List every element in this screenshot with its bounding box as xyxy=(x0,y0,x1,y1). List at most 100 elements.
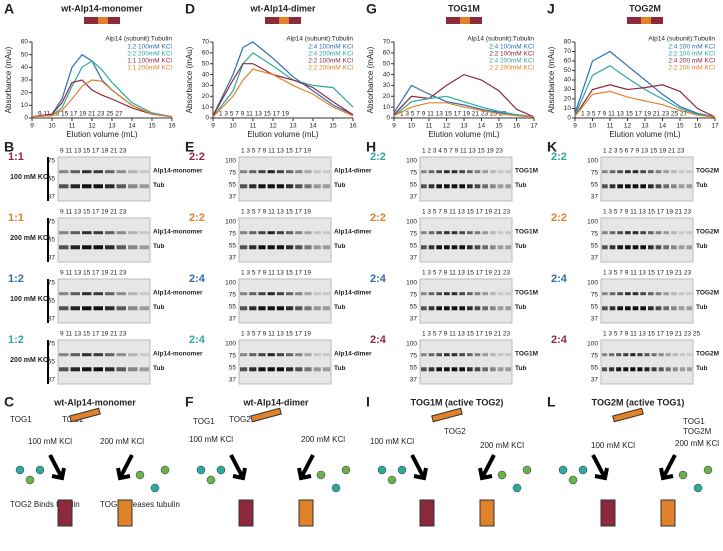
band xyxy=(258,170,266,174)
band xyxy=(617,184,623,189)
band xyxy=(640,184,646,189)
band xyxy=(474,367,481,372)
y-tick-label: 50 xyxy=(383,60,391,67)
band xyxy=(313,184,321,189)
band xyxy=(625,245,631,250)
band-label: Alp14-dimer xyxy=(334,350,372,357)
series-line xyxy=(574,84,716,118)
band xyxy=(286,306,294,311)
x-tick-label: 16 xyxy=(168,123,176,130)
band xyxy=(609,292,616,296)
band xyxy=(482,292,488,296)
band xyxy=(482,353,488,357)
band xyxy=(105,231,115,235)
y-tick-label: 0 xyxy=(24,115,28,122)
x-tick-label: 10 xyxy=(229,123,237,130)
band xyxy=(421,245,427,250)
band xyxy=(267,306,275,311)
band xyxy=(139,306,149,311)
x-tick-label: 11 xyxy=(607,123,614,130)
mw-marker: 37 xyxy=(48,194,56,201)
band xyxy=(671,245,677,250)
band xyxy=(490,353,496,357)
mw-marker: 100 xyxy=(406,158,417,165)
band xyxy=(482,245,488,250)
band xyxy=(609,245,616,250)
legend-entry: 2:4 200mM KCl xyxy=(489,58,534,65)
mw-marker: 75 xyxy=(410,231,418,238)
band xyxy=(322,353,330,357)
band xyxy=(632,306,639,311)
band xyxy=(276,292,284,296)
band xyxy=(655,170,662,174)
band-label: Tub xyxy=(153,304,164,311)
band xyxy=(304,245,312,250)
band xyxy=(240,367,248,372)
band xyxy=(436,292,442,296)
series-line xyxy=(212,41,354,117)
band xyxy=(59,292,69,296)
tubulin xyxy=(316,470,326,480)
band xyxy=(295,170,303,174)
band xyxy=(436,367,442,372)
arrow xyxy=(48,454,66,481)
band xyxy=(105,170,115,174)
x-axis-label: Elution volume (mL) xyxy=(66,130,137,139)
construct xyxy=(238,499,254,527)
band xyxy=(116,367,126,372)
band-label: Alp14-monomer xyxy=(153,167,203,174)
x-tick-label: 14 xyxy=(659,123,667,130)
band xyxy=(116,306,126,311)
mw-marker: 75 xyxy=(591,231,599,238)
gel xyxy=(57,217,151,263)
band xyxy=(640,306,646,311)
band xyxy=(128,367,138,372)
band xyxy=(258,367,266,372)
band xyxy=(240,245,248,250)
gel xyxy=(419,339,513,385)
x-tick-label: 14 xyxy=(309,123,317,130)
band xyxy=(436,353,442,357)
band xyxy=(644,367,650,372)
y-tick-label: 20 xyxy=(564,96,572,103)
series-line xyxy=(393,102,535,118)
band xyxy=(444,231,450,235)
y-tick-label: 20 xyxy=(21,89,29,96)
band xyxy=(295,306,303,311)
mw-marker: 75 xyxy=(410,292,418,299)
band xyxy=(82,367,92,372)
ratio-label: 2:4 xyxy=(551,273,568,285)
band xyxy=(116,353,126,357)
band xyxy=(421,306,427,311)
band-label: TOG2M xyxy=(696,350,719,357)
band xyxy=(490,306,496,311)
band-label: Alp14-dimer xyxy=(334,289,372,296)
arrow xyxy=(297,454,315,481)
band xyxy=(451,353,458,357)
lane-numbers: 1 3 5 7 9 11 13 15 17 19 21 23 xyxy=(422,209,510,216)
band-label: Tub xyxy=(515,243,526,250)
diagram-title: TOG1M (active TOG2) xyxy=(411,397,504,407)
band xyxy=(467,170,473,174)
band-label: TOG2M xyxy=(696,289,719,296)
gel xyxy=(238,156,332,202)
gel xyxy=(238,339,332,385)
band xyxy=(322,367,330,372)
band xyxy=(276,306,284,311)
band xyxy=(322,245,330,250)
band xyxy=(240,184,248,189)
band xyxy=(139,353,149,357)
band xyxy=(59,306,69,311)
y-tick-label: 30 xyxy=(21,77,29,84)
legend-entry: 2:2 100mM KCl xyxy=(308,58,353,65)
y-tick-label: 20 xyxy=(383,93,391,100)
series-line xyxy=(393,73,535,118)
band xyxy=(665,367,671,372)
ratio-label: 2:2 xyxy=(370,212,386,224)
band xyxy=(249,231,257,235)
band xyxy=(686,367,692,372)
band xyxy=(651,367,657,372)
band xyxy=(686,306,692,311)
subtitle: Alp14 (subunit):Tubulin xyxy=(105,36,172,43)
band xyxy=(70,353,80,357)
